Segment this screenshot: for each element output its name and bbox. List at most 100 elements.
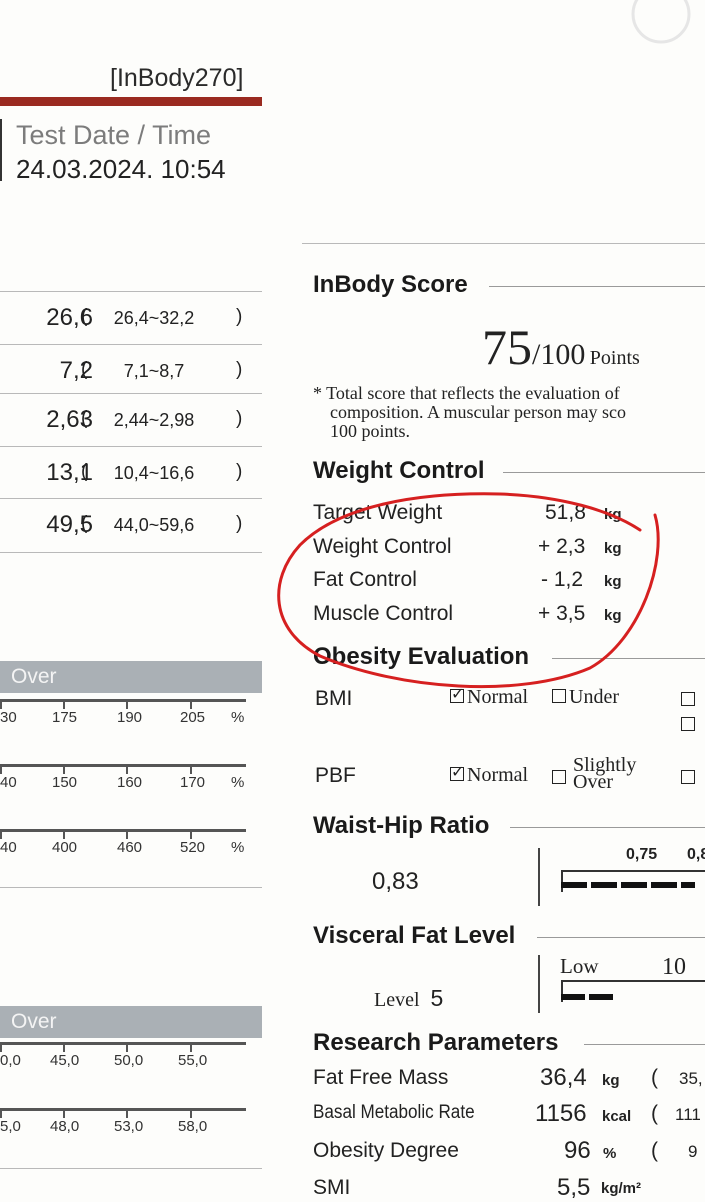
basal-metabolic-rate-value: 1156 bbox=[535, 1100, 587, 1127]
checkbox-checked-icon[interactable]: ✓ bbox=[450, 764, 465, 781]
paren-close: ) bbox=[236, 408, 243, 429]
whr-value: 0,83 bbox=[372, 868, 419, 895]
level-label: Level bbox=[374, 989, 420, 1011]
row-range: 7,1~8,7 bbox=[123, 361, 185, 381]
visceral-ten-label: 10 bbox=[662, 954, 686, 980]
tick-label: % bbox=[231, 774, 245, 791]
fat-control-label: Fat Control bbox=[313, 568, 417, 591]
row-value: 2,63 bbox=[46, 406, 93, 433]
scale-axis bbox=[0, 699, 246, 709]
tick-label: 205 bbox=[180, 709, 206, 726]
checkbox-icon[interactable] bbox=[552, 689, 566, 703]
tick-label: 53,0 bbox=[114, 1118, 144, 1135]
scale-axis bbox=[0, 829, 246, 839]
bmi-under-option[interactable]: Under bbox=[552, 686, 619, 709]
waist-hip-ratio-title: Waist-Hip Ratio bbox=[313, 812, 490, 839]
score-note-line: composition. A muscular person may sco bbox=[330, 402, 626, 422]
paren-close: ) bbox=[236, 359, 243, 380]
weight-control-value: + 2,3 bbox=[538, 535, 586, 558]
row-range: 26,4~32,2 bbox=[113, 308, 195, 328]
weight-control-label: Weight Control bbox=[313, 535, 452, 558]
score-of: /100 bbox=[532, 338, 586, 371]
tick-label: 45,0 bbox=[50, 1052, 80, 1069]
range-partial: 35, bbox=[679, 1069, 703, 1088]
paren-open: ( bbox=[81, 359, 88, 380]
checkbox-icon[interactable] bbox=[681, 717, 698, 736]
over-text: Over bbox=[573, 771, 613, 793]
paren-open: ( bbox=[81, 408, 88, 429]
scale-axis bbox=[0, 1108, 246, 1118]
muscle-control-label: Muscle Control bbox=[313, 602, 454, 625]
tick-label: 170 bbox=[180, 774, 206, 791]
score-unit: Points bbox=[589, 347, 640, 369]
unit-label: kg bbox=[604, 573, 622, 590]
table-row: 2,63 ( 2,44~2,98 ) bbox=[0, 394, 262, 446]
range-partial: 111 bbox=[675, 1105, 701, 1124]
score-note-line: * Total score that reflects the evaluati… bbox=[313, 383, 620, 403]
row-range: 10,4~16,6 bbox=[113, 463, 195, 483]
row-value: 7,2 bbox=[59, 357, 93, 384]
tick-label: 40 bbox=[0, 839, 17, 856]
bmi-normal-option[interactable]: ✓ Normal bbox=[450, 686, 528, 709]
table-row: 26,6 ( 26,4~32,2 ) bbox=[0, 292, 262, 344]
bmi-under-label: Under bbox=[569, 686, 619, 708]
tick-label: 0,0 bbox=[0, 1052, 21, 1069]
tick-label: 520 bbox=[180, 839, 206, 856]
row-value: 49,5 bbox=[46, 511, 93, 538]
test-date-value: 24.03.2024. 10:54 bbox=[16, 154, 226, 184]
pbf-label: PBF bbox=[315, 764, 356, 787]
basal-metabolic-rate-label: Basal Metabolic Rate bbox=[313, 1102, 475, 1123]
tick-label: 48,0 bbox=[50, 1118, 80, 1135]
visceral-fat-title: Visceral Fat Level bbox=[313, 922, 516, 949]
over-bar: Over bbox=[0, 661, 262, 693]
obesity-degree-label: Obesity Degree bbox=[313, 1139, 459, 1162]
visceral-level: Level 5 bbox=[374, 985, 443, 1012]
weight-control-title: Weight Control bbox=[313, 457, 485, 484]
over-label: Over bbox=[11, 1010, 57, 1033]
pbf-normal-option[interactable]: ✓ Normal bbox=[450, 764, 528, 787]
bmi-label: BMI bbox=[315, 687, 353, 710]
over-bar: Over bbox=[0, 1006, 262, 1038]
pbf-slightly-over-option[interactable] bbox=[552, 770, 569, 789]
tick-label: 190 bbox=[117, 709, 143, 726]
pbf-normal-label: Normal bbox=[467, 764, 529, 786]
fat-free-mass-value: 36,4 bbox=[540, 1064, 587, 1091]
paren-open: ( bbox=[651, 1102, 658, 1125]
test-date-label: Test Date / Time bbox=[16, 120, 212, 150]
checkbox-icon[interactable] bbox=[681, 692, 698, 711]
over-label: Over bbox=[11, 665, 57, 688]
unit-label: kg bbox=[604, 540, 622, 557]
header-divider bbox=[0, 97, 262, 106]
score-note: * Total score that reflects the evaluati… bbox=[313, 384, 626, 441]
range-partial: 9 bbox=[688, 1142, 698, 1161]
fat-control-value: - 1,2 bbox=[541, 568, 584, 591]
table-row: 49,5 ( 44,0~59,6 ) bbox=[0, 499, 262, 551]
scale-axis bbox=[0, 1042, 246, 1052]
table-row: 7,2 ( 7,1~8,7 ) bbox=[0, 345, 262, 397]
target-weight-value: 51,8 bbox=[545, 501, 586, 524]
fat-free-mass-label: Fat Free Mass bbox=[313, 1066, 449, 1089]
level-value: 5 bbox=[430, 985, 444, 1011]
pbf-slightly-over-label: Slightly Over bbox=[573, 754, 637, 793]
tick-label: 58,0 bbox=[178, 1118, 208, 1135]
smi-value: 5,5 bbox=[557, 1174, 591, 1201]
paren-open: ( bbox=[81, 306, 88, 327]
whr-bar bbox=[561, 882, 695, 888]
paren-open: ( bbox=[81, 513, 88, 534]
unit-label: kg bbox=[602, 1072, 620, 1089]
circle-icon[interactable] bbox=[630, 0, 694, 48]
whr-tick-label: 0,75 bbox=[626, 846, 658, 863]
research-parameters-title: Research Parameters bbox=[313, 1029, 559, 1056]
checkbox-icon[interactable] bbox=[681, 770, 698, 789]
muscle-control-value: + 3,5 bbox=[538, 602, 586, 625]
visceral-bar bbox=[561, 994, 617, 1000]
checkbox-icon[interactable] bbox=[552, 770, 566, 784]
visceral-low-label: Low bbox=[560, 954, 599, 978]
checkbox-checked-icon[interactable]: ✓ bbox=[450, 686, 465, 703]
row-range: 44,0~59,6 bbox=[113, 515, 195, 535]
inbody-score-value: 75/100 Points bbox=[482, 318, 640, 376]
slightly-text: Slightly bbox=[573, 754, 637, 776]
tick-label: 55,0 bbox=[178, 1052, 208, 1069]
date-separator bbox=[0, 119, 2, 181]
